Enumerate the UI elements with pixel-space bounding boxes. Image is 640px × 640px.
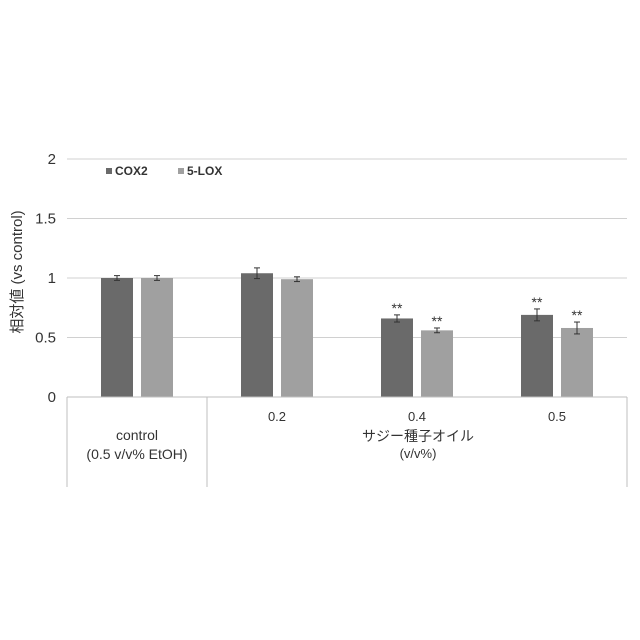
treatment-label-line2: (v/v%) — [400, 446, 437, 461]
control-label-line1: control — [116, 427, 158, 443]
y-tick-label: 0 — [48, 389, 56, 406]
legend-swatch — [106, 168, 112, 174]
y-tick-label: 1.5 — [35, 211, 56, 228]
legend: COX2 5-LOX — [106, 164, 222, 178]
bar-5-lox — [141, 278, 173, 397]
x-tick-label: 0.4 — [408, 409, 426, 424]
significance-marks: ** ** ** ** — [392, 294, 583, 329]
x-tick-label: 0.2 — [268, 409, 286, 424]
treatment-label-line1: サジー種子オイル — [362, 428, 474, 444]
y-axis-label: 相対値 (vs control) — [9, 210, 26, 333]
control-label-line2: (0.5 v/v% EtOH) — [86, 446, 187, 462]
y-tick-label: 1 — [48, 270, 56, 287]
legend-swatch — [178, 168, 184, 174]
bar-cox2 — [521, 315, 553, 397]
bar-5-lox — [561, 328, 593, 397]
significance-mark: ** — [532, 294, 543, 310]
y-tick-label: 0.5 — [35, 330, 56, 347]
bar-5-lox — [421, 330, 453, 397]
bars — [101, 268, 593, 397]
significance-mark: ** — [392, 300, 403, 316]
legend-label: 5-LOX — [187, 164, 222, 178]
significance-mark: ** — [572, 307, 583, 323]
x-tick-label: 0.5 — [548, 409, 566, 424]
bar-cox2 — [101, 278, 133, 397]
bar-5-lox — [281, 279, 313, 397]
legend-label: COX2 — [115, 164, 148, 178]
bar-cox2 — [241, 273, 273, 397]
category-labels: 0.2 0.4 0.5 — [268, 409, 566, 424]
y-tick-label: 2 — [48, 151, 56, 168]
bar-cox2 — [381, 318, 413, 397]
y-axis-ticks: 0 0.5 1 1.5 2 — [35, 151, 56, 406]
significance-mark: ** — [432, 313, 443, 329]
